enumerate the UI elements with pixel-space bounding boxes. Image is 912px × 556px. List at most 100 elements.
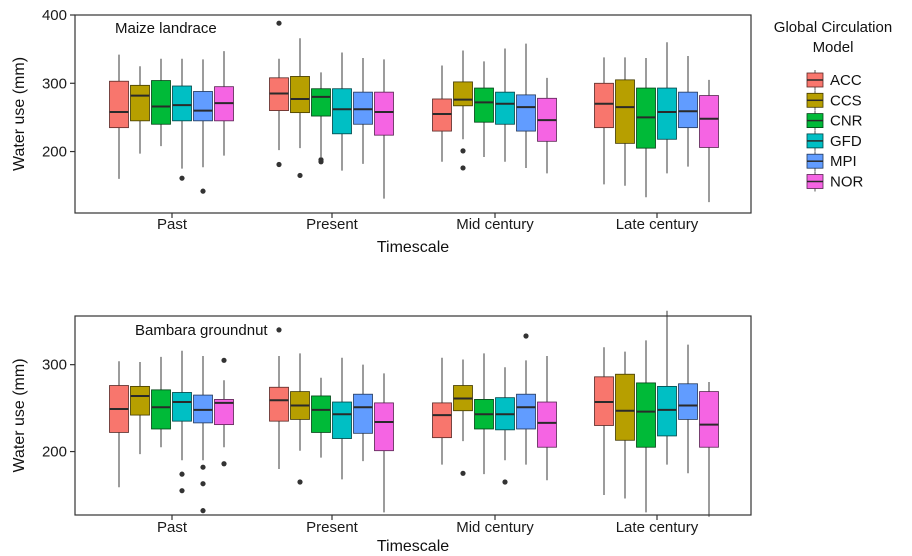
outlier-point <box>221 357 227 363</box>
legend-title-line: Model <box>813 39 854 56</box>
panel-title: Maize landrace <box>115 20 217 37</box>
box-cnr-past <box>151 58 171 147</box>
box-cnr-late-century <box>636 340 656 513</box>
box-acc-past <box>109 54 129 179</box>
outlier-point <box>200 508 206 514</box>
outlier-point <box>179 488 185 494</box>
outlier-point <box>200 464 206 470</box>
box-ccs-mid-century <box>453 50 473 171</box>
box-nor-mid-century <box>537 355 557 481</box>
outlier-point <box>221 461 227 467</box>
outlier-point <box>460 165 466 171</box>
outlier-point <box>179 471 185 477</box>
legend-label: CNR <box>830 113 863 130</box>
box-acc-present <box>269 327 289 469</box>
box-ccs-past <box>130 362 150 455</box>
outlier-point <box>200 188 206 194</box>
box-iqr <box>516 393 536 430</box>
box-mpi-mid-century <box>516 43 536 168</box>
legend: Global Circulation Model ACC CCS CNR GFD MPI NO… <box>774 19 892 192</box>
x-tick-label: Late century <box>616 216 699 233</box>
box-mpi-past <box>193 59 213 194</box>
legend-item-gfd: GFD <box>806 130 862 151</box>
panel-title: Bambara groundnut <box>135 322 268 339</box>
box-ccs-past <box>130 66 150 154</box>
box-mpi-past <box>193 355 213 514</box>
box-iqr <box>193 91 213 122</box>
box-cnr-mid-century <box>474 353 494 475</box>
legend-label: NOR <box>830 174 864 191</box>
box-acc-late-century <box>594 57 614 185</box>
x-tick-label: Late century <box>616 519 699 536</box>
box-iqr <box>699 95 719 148</box>
box-ccs-present <box>290 38 310 179</box>
box-acc-mid-century <box>432 65 452 162</box>
box-acc-past <box>109 361 129 488</box>
box-acc-present <box>269 20 289 168</box>
box-iqr <box>453 81 473 107</box>
x-tick-label: Mid century <box>456 216 534 233</box>
box-nor-late-century <box>699 382 719 517</box>
box-iqr <box>657 87 677 140</box>
box-ccs-late-century <box>615 57 635 186</box>
y-axis-title: Water use (mm) <box>11 358 28 472</box>
legend-item-ccs: CCS <box>806 90 862 111</box>
legend-label: GFD <box>830 133 862 150</box>
outlier-point <box>276 20 282 26</box>
box-iqr <box>537 401 557 448</box>
box-iqr <box>636 382 656 448</box>
box-iqr <box>516 94 536 132</box>
outlier-point <box>276 327 282 333</box>
box-gfd-past <box>172 58 192 181</box>
box-acc-mid-century <box>432 357 452 465</box>
box-iqr <box>353 91 373 125</box>
box-iqr <box>290 76 310 114</box>
box-nor-mid-century <box>537 77 557 174</box>
box-iqr <box>615 373 635 441</box>
box-nor-past <box>214 51 234 156</box>
box-iqr <box>678 91 698 129</box>
box-mpi-late-century <box>678 55 698 167</box>
box-gfd-present <box>332 52 352 171</box>
x-tick-label: Present <box>306 519 359 536</box>
box-iqr <box>311 395 331 433</box>
box-acc-late-century <box>594 347 614 496</box>
legend-item-mpi: MPI <box>806 151 857 172</box>
legend-label: MPI <box>830 153 857 170</box>
box-iqr <box>269 386 289 422</box>
y-tick-label: 200 <box>42 144 67 161</box>
outlier-point <box>297 172 303 179</box>
box-gfd-mid-century <box>495 367 515 485</box>
y-tick-label: 300 <box>42 75 67 92</box>
box-mpi-present <box>353 58 373 164</box>
outlier-point <box>318 159 324 165</box>
legend-item-nor: NOR <box>806 171 864 192</box>
box-iqr <box>172 85 192 122</box>
x-axis-title: Timescale <box>377 538 449 555</box>
chart-panel: 200 300 Past Present Mid century Late century… <box>11 310 752 555</box>
box-nor-present <box>374 59 394 199</box>
box-iqr <box>699 391 719 448</box>
box-cnr-past <box>151 356 171 448</box>
box-nor-past <box>214 357 234 467</box>
y-tick-label: 200 <box>42 444 67 461</box>
box-gfd-mid-century <box>495 48 515 162</box>
box-iqr <box>594 82 614 129</box>
box-iqr <box>432 402 452 439</box>
box-iqr <box>332 401 352 439</box>
outlier-point <box>523 333 529 339</box>
chart-panel: 200 300 400 Past Present Mid century Late cent… <box>11 7 752 256</box>
outlier-point <box>276 161 282 168</box>
box-iqr <box>311 88 331 117</box>
box-gfd-present <box>332 357 352 480</box>
outlier-point <box>200 481 206 487</box>
box-ccs-late-century <box>615 351 635 499</box>
legend-label: CCS <box>830 92 862 109</box>
y-tick-label: 300 <box>42 357 67 374</box>
box-iqr <box>474 87 494 123</box>
box-nor-present <box>374 373 394 513</box>
y-tick-label: 400 <box>42 7 67 24</box>
box-iqr <box>374 91 394 136</box>
box-iqr <box>332 88 352 135</box>
